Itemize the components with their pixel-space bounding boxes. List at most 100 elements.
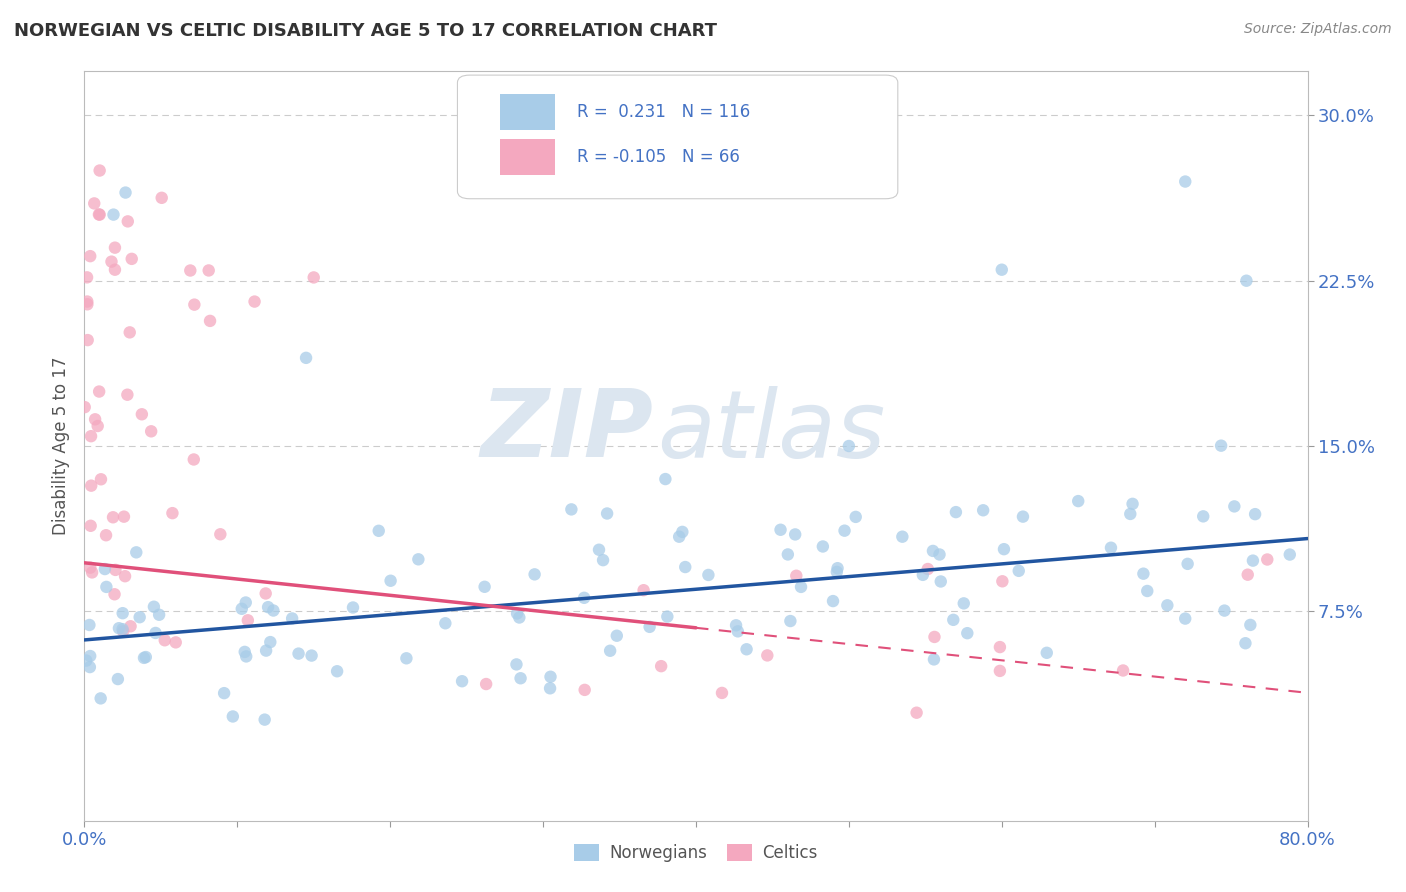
Point xyxy=(1036,646,1059,660)
Point xyxy=(1132,566,1154,581)
Point xyxy=(96,580,118,594)
Point xyxy=(508,610,530,624)
Point xyxy=(128,610,150,624)
Point xyxy=(236,613,259,627)
Point xyxy=(112,624,135,639)
Point xyxy=(80,566,103,580)
Point xyxy=(928,548,950,562)
Point xyxy=(118,326,141,340)
Point xyxy=(107,672,129,686)
Point xyxy=(76,270,98,285)
Point xyxy=(599,644,621,658)
Point xyxy=(825,565,848,579)
FancyBboxPatch shape xyxy=(501,139,555,175)
Point xyxy=(434,616,457,631)
Point xyxy=(148,607,170,622)
Point xyxy=(993,542,1015,557)
Point xyxy=(103,208,125,222)
Point xyxy=(905,706,928,720)
Point xyxy=(259,635,281,649)
Point xyxy=(235,595,257,609)
Point xyxy=(104,563,127,577)
Point xyxy=(1012,509,1035,524)
Point xyxy=(76,294,98,309)
Point xyxy=(1067,494,1090,508)
Point xyxy=(117,387,139,401)
Point xyxy=(922,544,945,558)
Point xyxy=(257,600,280,615)
Point xyxy=(1177,557,1199,571)
Point xyxy=(475,677,498,691)
Point xyxy=(108,621,131,635)
Text: atlas: atlas xyxy=(657,385,884,476)
Point xyxy=(821,594,844,608)
Point xyxy=(1156,599,1178,613)
Point xyxy=(924,630,946,644)
Point xyxy=(956,626,979,640)
Point xyxy=(83,196,105,211)
Point xyxy=(233,645,256,659)
Point xyxy=(87,207,110,221)
Point xyxy=(76,297,98,311)
Point xyxy=(991,574,1014,589)
Point xyxy=(209,527,232,541)
Point xyxy=(395,651,418,665)
Point xyxy=(121,252,143,266)
Point xyxy=(90,691,112,706)
Point xyxy=(1278,548,1301,562)
Point xyxy=(73,400,96,414)
Point xyxy=(1244,507,1267,521)
Point xyxy=(1239,618,1261,632)
Point xyxy=(509,671,531,685)
Point xyxy=(523,567,546,582)
Text: NORWEGIAN VS CELTIC DISABILITY AGE 5 TO 17 CORRELATION CHART: NORWEGIAN VS CELTIC DISABILITY AGE 5 TO … xyxy=(14,22,717,40)
Point xyxy=(1174,175,1197,189)
Point xyxy=(942,613,965,627)
Point xyxy=(540,670,562,684)
Point xyxy=(1008,564,1031,578)
Text: ZIP: ZIP xyxy=(481,385,654,477)
Point xyxy=(302,270,325,285)
Point xyxy=(103,587,125,601)
Point xyxy=(988,664,1011,678)
Point xyxy=(834,524,856,538)
Point xyxy=(141,425,163,439)
Point xyxy=(654,472,676,486)
Point xyxy=(179,263,201,277)
Point xyxy=(153,633,176,648)
Point xyxy=(125,545,148,559)
Point xyxy=(671,524,693,539)
Point xyxy=(1236,567,1258,582)
Point xyxy=(145,626,167,640)
Point xyxy=(254,643,277,657)
Point xyxy=(1213,604,1236,618)
Point xyxy=(1234,636,1257,650)
Point xyxy=(262,603,284,617)
Point xyxy=(253,713,276,727)
Point xyxy=(572,591,595,605)
Point xyxy=(596,507,619,521)
Point xyxy=(380,574,402,588)
Point xyxy=(1236,274,1258,288)
Point xyxy=(198,314,221,328)
Point xyxy=(735,642,758,657)
Point xyxy=(76,333,98,347)
Point xyxy=(80,478,103,492)
Point xyxy=(917,562,939,576)
Point xyxy=(1256,552,1278,566)
Point xyxy=(101,510,124,524)
Point xyxy=(929,574,952,589)
Point xyxy=(592,553,614,567)
Point xyxy=(827,561,849,575)
Point xyxy=(779,614,801,628)
Point xyxy=(212,686,235,700)
Point xyxy=(89,163,111,178)
Point xyxy=(711,686,734,700)
Point xyxy=(697,568,720,582)
Point xyxy=(89,384,111,399)
Point xyxy=(183,452,205,467)
Point xyxy=(222,709,245,723)
Point xyxy=(135,650,157,665)
Point xyxy=(165,635,187,649)
Point xyxy=(1099,541,1122,555)
